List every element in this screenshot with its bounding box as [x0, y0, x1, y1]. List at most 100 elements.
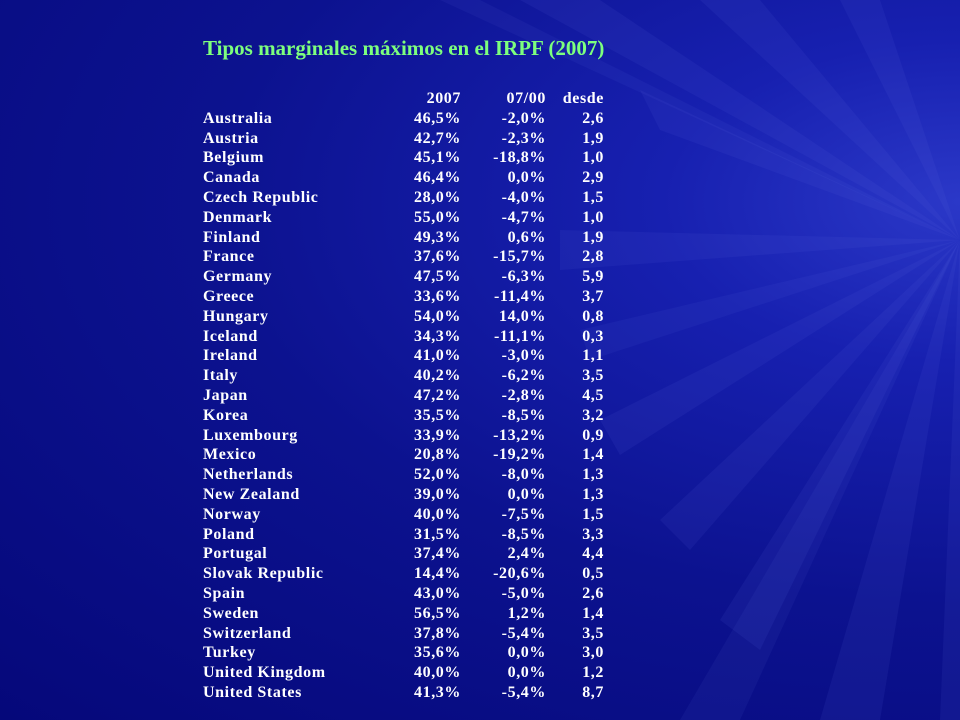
- desde-cell: 3,0: [582, 644, 604, 662]
- country-cell: New Zealand: [203, 485, 300, 503]
- table-row: Ireland 41,0% -3,0% 1,1: [199, 346, 604, 366]
- country-cell: Portugal: [203, 545, 268, 563]
- table-row: Germany 47,5% -6,3% 5,9: [199, 267, 604, 287]
- table-row: Switzerland 37,8% -5,4% 3,5: [199, 624, 604, 644]
- table-row: Belgium 45,1% -18,8% 1,0: [199, 148, 604, 168]
- change-cell: -20,6%: [493, 565, 546, 583]
- table-row: France 37,6% -15,7% 2,8: [199, 247, 604, 267]
- country-cell: Austria: [203, 129, 259, 147]
- slide-title: Tipos marginales máximos en el IRPF (200…: [203, 36, 605, 60]
- rate-2007-cell: 31,5%: [414, 525, 461, 543]
- rate-2007-cell: 45,1%: [414, 149, 461, 167]
- change-cell: -6,2%: [501, 367, 546, 385]
- rate-2007-cell: 41,3%: [414, 683, 461, 701]
- country-cell: Italy: [203, 367, 238, 385]
- table-row: Slovak Republic 14,4% -20,6% 0,5: [199, 564, 604, 584]
- table-row: Denmark 55,0% -4,7% 1,0: [199, 208, 604, 228]
- country-cell: United States: [203, 683, 302, 701]
- change-cell: -5,4%: [501, 624, 546, 642]
- rate-2007-cell: 49,3%: [414, 228, 461, 246]
- country-cell: Canada: [203, 169, 260, 187]
- rate-2007-cell: 52,0%: [414, 466, 461, 484]
- country-cell: Denmark: [203, 208, 273, 226]
- tax-rates-table: 2007 07/00 desde Australia 46,5% -2,0% 2,6 A…: [199, 89, 604, 703]
- country-cell: United Kingdom: [203, 664, 326, 682]
- change-cell: -2,8%: [501, 386, 546, 404]
- rate-2007-cell: 46,4%: [414, 169, 461, 187]
- change-cell: -5,4%: [501, 683, 546, 701]
- rate-2007-cell: 54,0%: [414, 307, 461, 325]
- rate-2007-cell: 35,5%: [414, 406, 461, 424]
- change-cell: -4,0%: [501, 188, 546, 206]
- desde-cell: 2,9: [582, 169, 604, 187]
- desde-cell: 1,4: [582, 446, 604, 464]
- rate-2007-cell: 40,2%: [414, 367, 461, 385]
- desde-cell: 4,4: [582, 545, 604, 563]
- header-country: [199, 89, 393, 109]
- change-cell: -8,5%: [501, 406, 546, 424]
- desde-cell: 1,5: [582, 505, 604, 523]
- table-row: Finland 49,3% 0,6% 1,9: [199, 228, 604, 248]
- desde-cell: 4,5: [582, 386, 604, 404]
- desde-cell: 1,0: [582, 149, 604, 167]
- rate-2007-cell: 14,4%: [414, 565, 461, 583]
- country-cell: Japan: [203, 386, 248, 404]
- table-row: Korea 35,5% -8,5% 3,2: [199, 406, 604, 426]
- country-cell: Greece: [203, 287, 255, 305]
- country-cell: Slovak Republic: [203, 565, 324, 583]
- change-cell: -13,2%: [493, 426, 546, 444]
- country-cell: Switzerland: [203, 624, 292, 642]
- table-row: Iceland 34,3% -11,1% 0,3: [199, 327, 604, 347]
- rate-2007-cell: 46,5%: [414, 109, 461, 127]
- desde-cell: 1,9: [582, 228, 604, 246]
- change-cell: -6,3%: [501, 268, 546, 286]
- rate-2007-cell: 47,5%: [414, 268, 461, 286]
- change-cell: -8,0%: [501, 466, 546, 484]
- rate-2007-cell: 37,6%: [414, 248, 461, 266]
- desde-cell: 1,3: [582, 466, 604, 484]
- change-cell: -19,2%: [493, 446, 546, 464]
- change-cell: 0,0%: [507, 169, 546, 187]
- country-cell: Poland: [203, 525, 255, 543]
- desde-cell: 1,5: [582, 188, 604, 206]
- table-row: Spain 43,0% -5,0% 2,6: [199, 584, 604, 604]
- change-cell: 0,0%: [507, 644, 546, 662]
- country-cell: Spain: [203, 584, 246, 602]
- change-cell: 2,4%: [507, 545, 546, 563]
- country-cell: Mexico: [203, 446, 257, 464]
- country-cell: Belgium: [203, 149, 265, 167]
- table-row: Portugal 37,4% 2,4% 4,4: [199, 544, 604, 564]
- desde-cell: 3,2: [582, 406, 604, 424]
- desde-cell: 0,3: [582, 327, 604, 345]
- change-cell: 0,0%: [507, 485, 546, 503]
- desde-cell: 3,5: [582, 624, 604, 642]
- table-row: Norway 40,0% -7,5% 1,5: [199, 505, 604, 525]
- table-row: Mexico 20,8% -19,2% 1,4: [199, 445, 604, 465]
- desde-cell: 2,8: [582, 248, 604, 266]
- rate-2007-cell: 37,4%: [414, 545, 461, 563]
- rate-2007-cell: 40,0%: [414, 664, 461, 682]
- country-cell: Turkey: [203, 644, 256, 662]
- table-row: Italy 40,2% -6,2% 3,5: [199, 366, 604, 386]
- header-change: 07/00: [506, 90, 546, 107]
- rate-2007-cell: 37,8%: [414, 624, 461, 642]
- change-cell: -4,7%: [501, 208, 546, 226]
- desde-cell: 8,7: [582, 683, 604, 701]
- table-body: Australia 46,5% -2,0% 2,6 Austria 42,7% -2,3% 1…: [199, 109, 604, 703]
- country-cell: Korea: [203, 406, 249, 424]
- change-cell: -2,3%: [501, 129, 546, 147]
- rate-2007-cell: 34,3%: [414, 327, 461, 345]
- country-cell: Germany: [203, 268, 273, 286]
- table-row: Poland 31,5% -8,5% 3,3: [199, 525, 604, 545]
- desde-cell: 3,5: [582, 367, 604, 385]
- desde-cell: 1,3: [582, 485, 604, 503]
- country-cell: Hungary: [203, 307, 269, 325]
- rate-2007-cell: 33,6%: [414, 287, 461, 305]
- change-cell: -11,4%: [493, 287, 546, 305]
- rate-2007-cell: 20,8%: [414, 446, 461, 464]
- desde-cell: 1,1: [582, 347, 604, 365]
- country-cell: Sweden: [203, 604, 260, 622]
- desde-cell: 1,2: [582, 664, 604, 682]
